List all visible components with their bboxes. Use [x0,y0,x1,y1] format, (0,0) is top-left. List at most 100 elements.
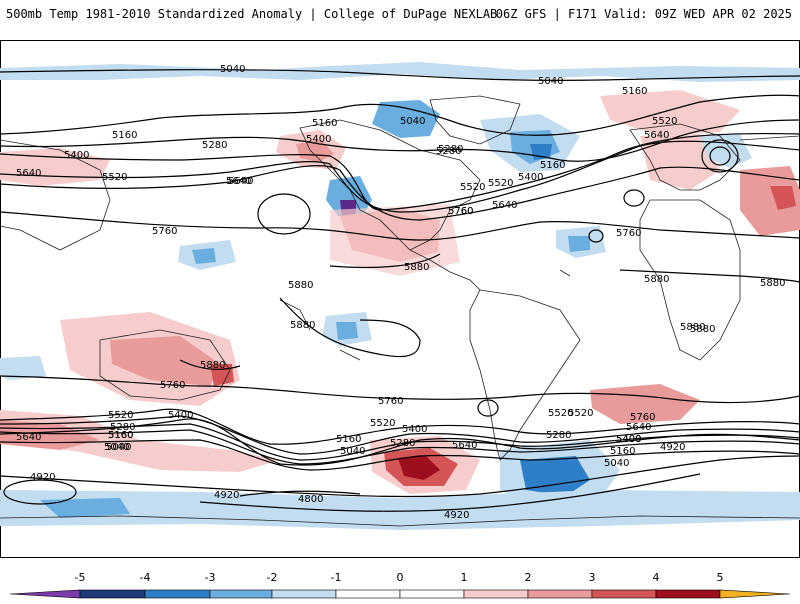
colorbar-swatch [271,589,337,599]
coast-asia [0,135,800,251]
contour-low-pacific [257,193,311,235]
contour-5880-b [279,297,421,358]
coast-australia [99,329,231,401]
contour-5880-d [179,359,241,370]
contour-label: 4920 [444,510,469,521]
contour-5400-south [0,415,800,455]
contour-5280-south [0,423,800,461]
anomaly-map: 5040 5040 5160 5160 5160 5280 5280 5400 … [0,40,800,558]
contour-label: 5160 [610,446,635,457]
contour-label: 5520 [568,408,593,419]
colorbar-labels: -5 -4 -3 -2 -1 0 1 2 3 4 5 [75,571,724,584]
contour-label: 5400 [168,410,193,421]
colorbar-swatch [144,589,211,599]
anomaly-warm-europe [640,134,720,190]
contour-label: 5040 [538,76,563,87]
contour-label: 5280 [546,430,571,441]
contour-5520-south [0,408,800,445]
colorbar-tick-label: -2 [267,571,278,584]
contour-low-europe [701,139,739,173]
contour-label: 5640 [492,200,517,211]
colorbar-arrow-left [9,589,81,599]
contour-4920-south [0,455,800,498]
contour-low-europe-inner [709,146,731,166]
contour-4920-far [199,473,701,512]
contour-label: 5520 [370,418,395,429]
height-contours [0,69,800,512]
colorbar-swatches [9,589,791,599]
contour-label: 5880 [760,278,785,289]
contour-5040-north [0,69,800,81]
colorbar: -5 -4 -3 -2 -1 0 1 2 3 4 5 [0,568,800,600]
anomaly-warm-east-europe [740,166,800,236]
coast-north-america [299,119,481,251]
coast-antarctica [0,515,800,527]
contour-label: 5640 [228,176,253,187]
colorbar-swatch [209,589,273,599]
contour-label: 5880 [680,322,705,333]
colorbar-swatch [399,589,465,599]
contour-label: 5280 [390,438,415,449]
contour-label: 5400 [306,134,331,145]
map-title: 500mb Temp 1981-2010 Standardized Anomal… [6,7,498,21]
anomaly-cold-arctic [0,62,800,82]
colorbar-swatch [79,589,146,599]
colorbar-swatch [655,589,721,599]
anomaly-cold-greenland [372,100,440,138]
contour-label: 5040 [104,442,129,453]
contour-5280 [0,119,800,162]
contour-label: 5640 [16,168,41,179]
contour-label: 5880 [290,320,315,331]
contour-label: 5280 [438,144,463,155]
contour-label: 5760 [616,228,641,239]
anomaly-cold-satl-core [520,456,590,496]
anomaly-warm-drake-deep [398,456,440,480]
contour-label: 5160 [540,160,565,171]
colorbar-swatch [335,589,401,599]
contour-label: 5520 [460,182,485,193]
contour-label: 5640 [16,432,41,443]
header: 500mb Temp 1981-2010 Standardized Anomal… [0,0,800,28]
contour-label: 5160 [108,430,133,441]
contour-label: 5640 [644,130,669,141]
contour-label: 5160 [108,430,133,441]
contour-label: 5880 [288,280,313,291]
anomaly-cold-antarctic [0,490,800,530]
colorbar-tick-label: -5 [75,571,86,584]
contour-label: 5400 [616,434,641,445]
contour-low-antarctic [3,479,77,505]
contour-label: 5760 [152,226,177,237]
coast-africa [639,199,741,361]
anomaly-cold-antarctic-core [40,498,130,518]
contour-label: 5400 [616,434,641,445]
contour-labels: 5040 5040 5160 5160 5160 5280 5280 5400 … [16,64,785,521]
contour-label: 5040 [220,64,245,75]
contour-5160-south [0,429,800,465]
contour-low-natl [623,189,645,207]
contour-5880-c [619,269,800,283]
contour-label: 5040 [604,458,629,469]
contour-label: 5520 [108,410,133,421]
contour-4800 [239,490,361,497]
contour-label: 5040 [340,446,365,457]
coast-south-america [469,289,581,461]
anomaly-cold-spac-core [336,322,358,340]
contour-label: 5760 [448,206,473,217]
anomaly-warm-alaska-core [296,140,334,162]
colorbar-swatch [591,589,657,599]
contour-label: 5040 [106,442,131,453]
contour-label: 5160 [112,130,137,141]
contour-5160-north [0,94,800,136]
contour-low-south [477,399,499,417]
anomaly-cold-tatl-core [568,236,590,252]
contour-label: 5640 [626,422,651,433]
contour-label: 5280 [436,146,461,157]
contour-label: 5400 [64,150,89,161]
contour-label: 5760 [448,206,473,217]
contour-label: 5520 [102,172,127,183]
run-info: 06Z GFS | F171 Valid: 09Z WED APR 02 202… [495,7,792,21]
colorbar-arrow-right [719,589,791,599]
contour-label: 5760 [160,380,185,391]
coast-central-america [409,249,481,291]
contour-5760 [0,211,800,241]
